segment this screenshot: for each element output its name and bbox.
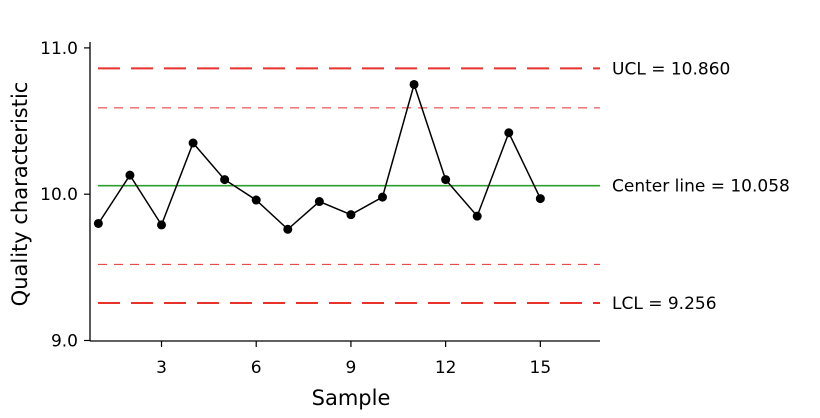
y-tick-label-0: 9.0 (51, 332, 78, 352)
reference-lines (98, 67, 600, 305)
x-tick-label-1: 6 (251, 358, 262, 378)
data-point-14 (504, 128, 514, 138)
y-tick-label-1: 10.0 (40, 185, 78, 205)
reference-label-4: LCL = 9.256 (612, 294, 717, 314)
data-series (93, 79, 545, 234)
data-point-12 (441, 175, 451, 185)
data-point-2 (125, 170, 135, 180)
data-point-4 (188, 138, 198, 148)
x-axis-title: Sample (312, 386, 391, 410)
x-tick-label-4: 15 (530, 358, 552, 378)
x-tick-label-2: 9 (346, 358, 357, 378)
reference-label-2: Center line = 10.058 (612, 177, 790, 197)
data-point-15 (535, 194, 545, 204)
ticks: 3 6 9 12 15 9.0 10.0 11.0 (40, 39, 551, 378)
x-tick-label-3: 12 (435, 358, 457, 378)
data-point-6 (251, 195, 261, 205)
data-point-11 (409, 79, 419, 89)
data-point-9 (346, 210, 356, 220)
series-line-0 (97, 81, 542, 231)
data-point-5 (220, 175, 230, 185)
data-point-1 (93, 218, 103, 228)
data-point-10 (378, 192, 387, 202)
reference-label-0: UCL = 10.860 (612, 59, 730, 79)
x-tick-label-0: 3 (156, 358, 167, 378)
data-point-13 (472, 211, 482, 221)
y-tick-label-2: 11.0 (40, 39, 78, 59)
data-point-3 (157, 220, 167, 230)
axes (89, 42, 600, 342)
data-point-8 (314, 197, 324, 207)
reference-labels: UCL = 10.860 Center line = 10.058 LCL = 9.… (612, 59, 790, 314)
y-axis-title: Quality characteristic (8, 82, 32, 307)
data-point-7 (283, 224, 293, 234)
